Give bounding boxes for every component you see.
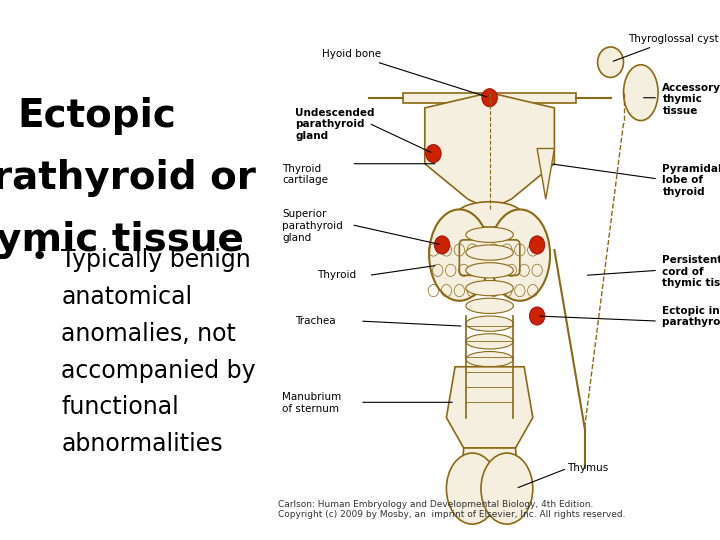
Text: Accessory
thymic
tissue: Accessory thymic tissue xyxy=(662,83,720,116)
Circle shape xyxy=(529,236,545,254)
Text: parathyroid or: parathyroid or xyxy=(0,159,256,197)
Text: anatomical: anatomical xyxy=(61,285,192,309)
Polygon shape xyxy=(459,448,520,504)
Circle shape xyxy=(529,307,545,325)
Polygon shape xyxy=(425,93,554,210)
Ellipse shape xyxy=(466,263,513,278)
Text: Persistent
cord of
thymic tissue: Persistent cord of thymic tissue xyxy=(662,255,720,288)
Text: anomalies, not: anomalies, not xyxy=(61,322,236,346)
Text: Ectopic: Ectopic xyxy=(18,97,176,135)
Text: Superior
parathyroid
gland: Superior parathyroid gland xyxy=(282,210,343,242)
Text: functional: functional xyxy=(61,395,179,419)
Polygon shape xyxy=(446,367,533,448)
Ellipse shape xyxy=(466,352,513,367)
Ellipse shape xyxy=(466,334,513,349)
Text: Pyramidal
lobe of
thyroid: Pyramidal lobe of thyroid xyxy=(662,164,720,197)
Ellipse shape xyxy=(466,227,513,242)
Ellipse shape xyxy=(466,316,513,331)
Ellipse shape xyxy=(624,65,658,120)
FancyBboxPatch shape xyxy=(459,240,520,275)
Text: accompanied by: accompanied by xyxy=(61,359,256,382)
Text: Ectopic inferior
parathyroid gland: Ectopic inferior parathyroid gland xyxy=(662,306,720,327)
Ellipse shape xyxy=(466,298,513,313)
Text: Carlson: Human Embryology and Developmental Biology, 4th Edition.
Copyright (c) : Carlson: Human Embryology and Developmen… xyxy=(278,500,626,519)
Text: Thyroid: Thyroid xyxy=(317,271,356,280)
Text: Trachea: Trachea xyxy=(295,316,336,326)
Text: Thyroid
cartilage: Thyroid cartilage xyxy=(282,164,328,185)
Text: thymic tissue: thymic tissue xyxy=(0,221,244,259)
Text: Hyoid bone: Hyoid bone xyxy=(323,49,487,97)
Ellipse shape xyxy=(446,453,498,524)
Text: •: • xyxy=(31,243,48,271)
Text: Typically benign: Typically benign xyxy=(61,248,251,272)
Ellipse shape xyxy=(457,202,522,227)
Ellipse shape xyxy=(481,453,533,524)
Text: Thymus: Thymus xyxy=(567,463,608,473)
Text: Manubrium
of sternum: Manubrium of sternum xyxy=(282,392,341,414)
Polygon shape xyxy=(537,148,554,199)
Text: abnormalities: abnormalities xyxy=(61,432,222,456)
Text: Thyroglossal cyst: Thyroglossal cyst xyxy=(613,34,719,61)
Circle shape xyxy=(482,89,498,107)
Circle shape xyxy=(426,144,441,163)
Ellipse shape xyxy=(490,210,550,301)
Ellipse shape xyxy=(466,280,513,296)
Circle shape xyxy=(434,236,450,254)
Ellipse shape xyxy=(466,245,513,260)
Text: Undescended
parathyroid
gland: Undescended parathyroid gland xyxy=(295,108,374,141)
Ellipse shape xyxy=(598,47,624,77)
Ellipse shape xyxy=(429,210,490,301)
Polygon shape xyxy=(403,93,576,103)
